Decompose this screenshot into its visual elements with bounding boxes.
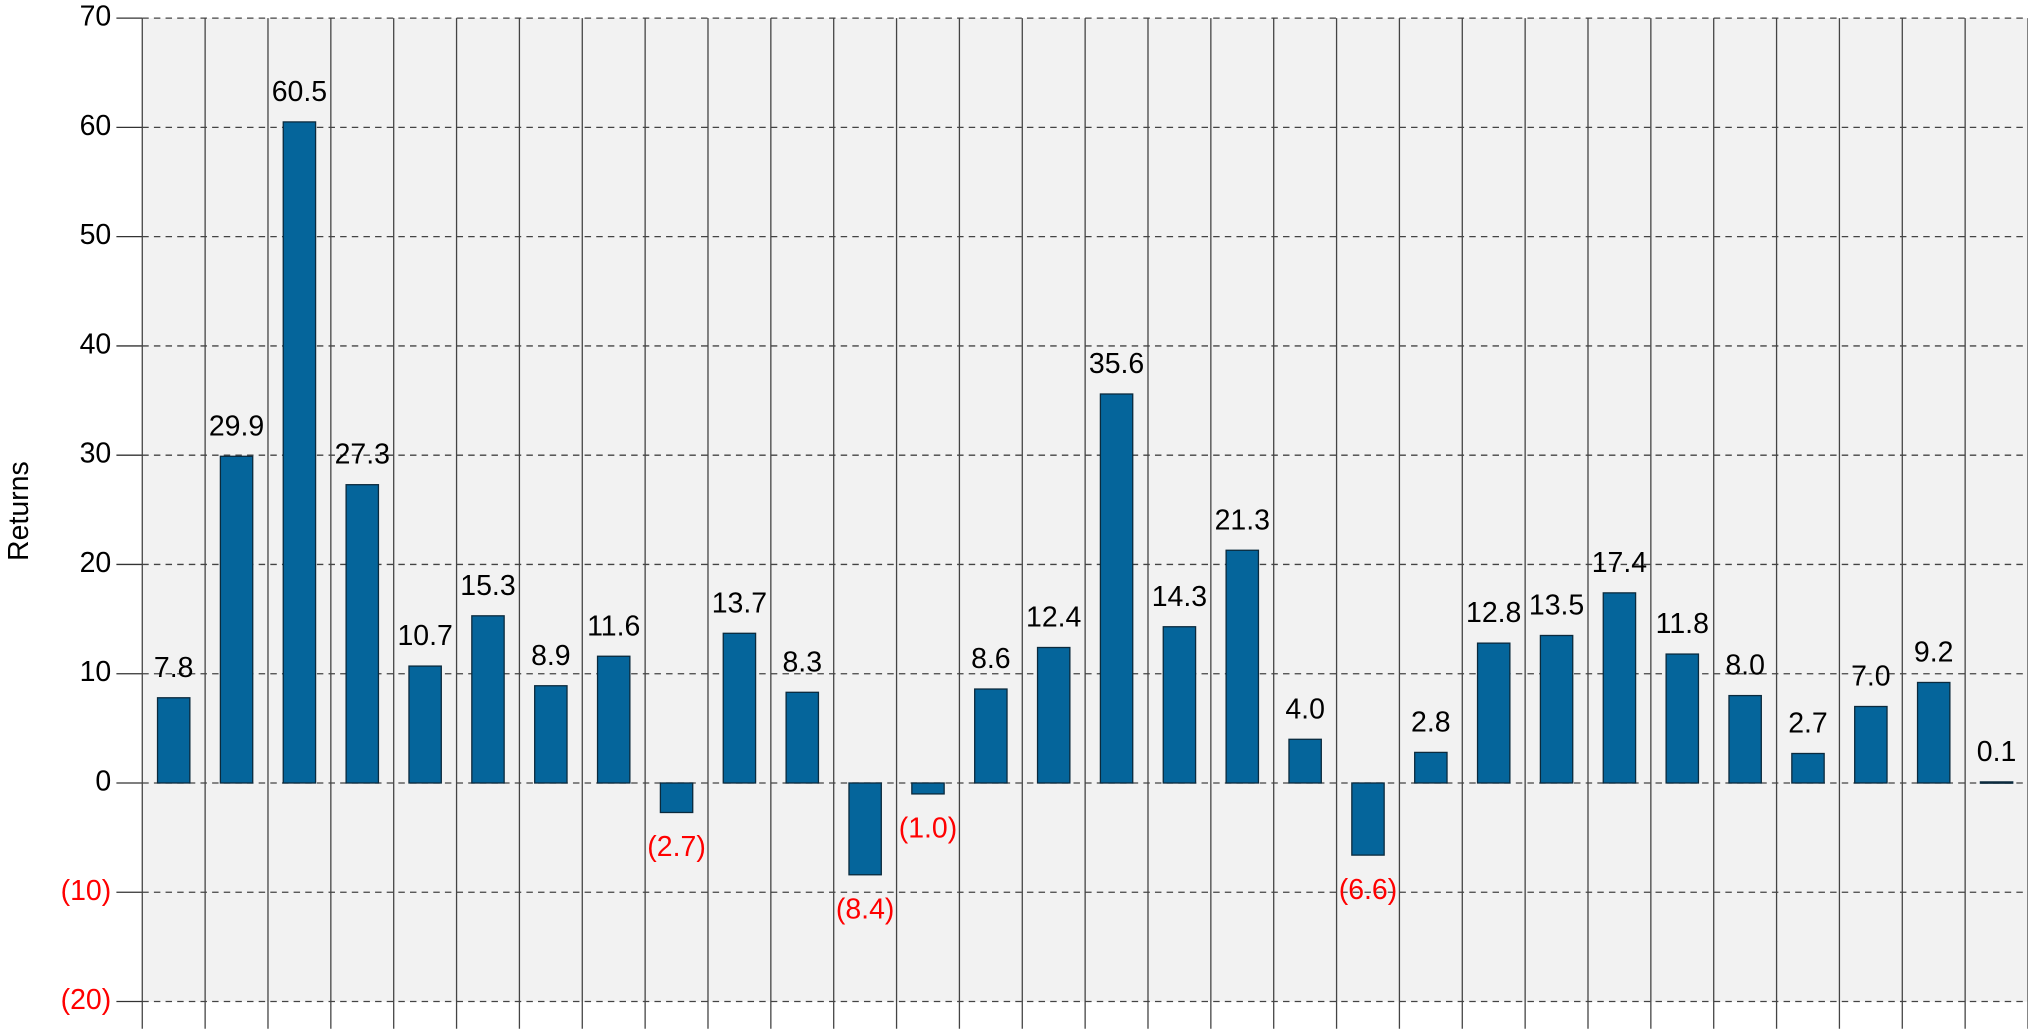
data-label: 8.0	[1725, 650, 1765, 682]
bar	[659, 782, 694, 814]
bar	[785, 691, 820, 784]
data-label: 13.5	[1529, 590, 1584, 622]
bar	[1414, 751, 1448, 784]
data-label: (6.6)	[1339, 874, 1398, 906]
bar	[1225, 549, 1260, 784]
data-label: 8.6	[971, 643, 1011, 675]
bar	[1854, 705, 1888, 784]
bar	[1539, 634, 1574, 784]
bar	[1728, 694, 1762, 784]
data-label: 15.3	[460, 570, 515, 602]
data-label: 29.9	[209, 410, 264, 442]
bar	[1665, 653, 1700, 784]
data-label: 8.9	[531, 640, 571, 672]
bar	[282, 121, 317, 784]
bar	[345, 484, 380, 784]
y-tick-label: (10)	[61, 875, 112, 907]
bar	[219, 455, 254, 784]
y-tick-label: 0	[95, 766, 111, 798]
bar	[848, 782, 882, 876]
data-label: 13.7	[712, 587, 767, 619]
y-tick-label: 70	[80, 1, 112, 33]
bar	[1351, 782, 1385, 856]
bar	[1476, 642, 1511, 784]
y-tick-label: 60	[80, 110, 112, 142]
data-label: 10.7	[397, 620, 452, 652]
data-label: 27.3	[335, 439, 390, 471]
data-label: 0.1	[1977, 736, 2017, 768]
y-tick-label: (20)	[61, 984, 112, 1016]
data-label: 12.4	[1026, 602, 1081, 634]
y-axis-label: Returns	[3, 461, 35, 561]
data-label: 7.8	[154, 652, 194, 684]
bar	[534, 685, 568, 784]
bar	[408, 665, 442, 784]
bar	[1099, 393, 1134, 784]
bar	[722, 632, 757, 784]
data-label: 14.3	[1152, 581, 1207, 613]
bar	[1036, 646, 1071, 784]
bar	[1162, 626, 1197, 784]
data-label: 60.5	[272, 76, 327, 108]
bar	[1602, 592, 1637, 784]
bar	[974, 688, 1008, 784]
bar	[1979, 781, 2014, 784]
data-label: 9.2	[1914, 637, 1954, 669]
bar	[911, 782, 945, 795]
y-tick-label: 50	[80, 219, 112, 251]
y-tick-label: 40	[80, 328, 112, 360]
bar	[1791, 752, 1825, 784]
y-tick-label: 20	[80, 547, 112, 579]
y-tick-label: 10	[80, 656, 112, 688]
data-label: 2.8	[1411, 706, 1451, 738]
data-label: (2.7)	[647, 831, 706, 863]
data-label: 12.8	[1466, 597, 1521, 629]
bar	[1288, 738, 1322, 784]
data-label: 11.8	[1656, 608, 1709, 640]
y-tick-label: 30	[80, 438, 112, 470]
data-label: 35.6	[1089, 348, 1144, 380]
data-label: 4.0	[1285, 693, 1325, 725]
bar	[1916, 681, 1951, 784]
bar	[471, 615, 505, 784]
data-label: (1.0)	[899, 813, 958, 845]
data-label: (8.4)	[836, 894, 895, 926]
bar	[596, 655, 631, 784]
bar	[156, 697, 191, 784]
data-label: 11.6	[587, 610, 640, 642]
data-label: 17.4	[1592, 547, 1647, 579]
data-label: 21.3	[1215, 504, 1270, 536]
data-label: 2.7	[1788, 708, 1828, 740]
data-label: 8.3	[782, 646, 822, 678]
data-label: 7.0	[1851, 661, 1891, 693]
